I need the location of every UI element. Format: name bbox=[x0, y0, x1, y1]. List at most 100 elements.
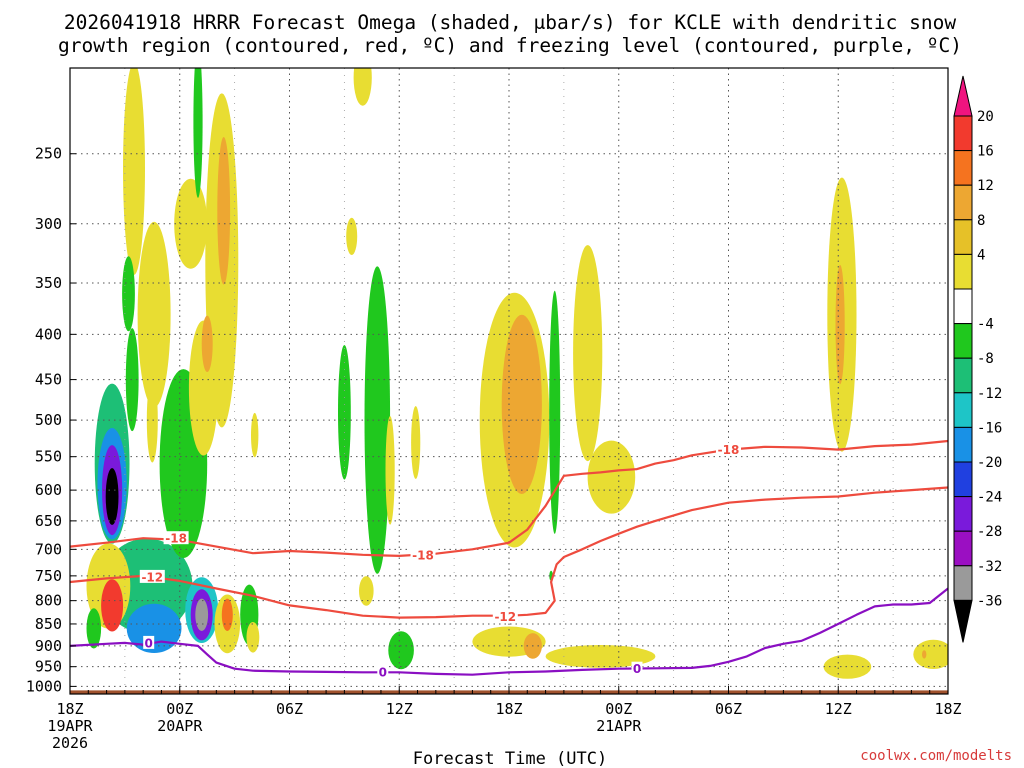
omega-shading bbox=[86, 68, 948, 679]
omega-cell-50 bbox=[922, 650, 927, 659]
colorbar-label-7: -12 bbox=[977, 386, 1002, 402]
contour-label-bg-7 bbox=[631, 661, 643, 675]
colorbar-swatch-10 bbox=[953, 426, 973, 463]
colorbar-label-8: -16 bbox=[977, 420, 1002, 436]
colorbar-swatch-9 bbox=[953, 392, 973, 428]
omega-cell-48 bbox=[823, 654, 872, 679]
contour-line-2 bbox=[70, 587, 948, 676]
omega-cell-0 bbox=[105, 468, 119, 525]
colorbar-label-5: -4 bbox=[977, 317, 994, 333]
colorbar-label-12: -32 bbox=[977, 559, 1002, 575]
omega-cell-6 bbox=[126, 603, 182, 654]
x-tick-label-7-0: 12Z bbox=[825, 700, 852, 718]
y-tick-label-350: 350 bbox=[35, 274, 62, 292]
contour-label-bg-6 bbox=[377, 664, 389, 678]
omega-cell-14 bbox=[101, 579, 124, 632]
x-tick-label-8-0: 18Z bbox=[934, 700, 961, 718]
contour-label-4: -12 bbox=[494, 610, 516, 624]
x-tick-label-0-0: 18Z bbox=[56, 700, 83, 718]
contour-lines: -18 -18 -18 -12 -12 0 0 0 bbox=[70, 439, 948, 679]
colorbar-swatch-2 bbox=[953, 150, 973, 186]
y-tick-label-650: 650 bbox=[35, 512, 62, 530]
x-tick-label-1-1: 20APR bbox=[157, 717, 203, 735]
colorbar-label-6: -8 bbox=[977, 351, 994, 367]
contour-label-bg-0 bbox=[163, 531, 189, 545]
y-tick-label-800: 800 bbox=[35, 592, 62, 610]
omega-cell-7 bbox=[195, 598, 209, 631]
credit-link[interactable]: coolwx.com/modelts bbox=[860, 748, 1012, 764]
y-tick-label-400: 400 bbox=[35, 325, 62, 343]
omega-cell-13 bbox=[193, 68, 203, 198]
colorbar-label-0: 20 bbox=[977, 109, 994, 125]
contour-label-bg-4 bbox=[492, 609, 518, 623]
omega-cell-11 bbox=[125, 328, 139, 432]
y-tick-label-500: 500 bbox=[35, 411, 62, 429]
y-tick-label-450: 450 bbox=[35, 371, 62, 389]
omega-cell-31 bbox=[353, 68, 372, 106]
colorbar-swatch-5 bbox=[953, 253, 973, 290]
y-tick-label-950: 950 bbox=[35, 658, 62, 676]
omega-cell-33 bbox=[359, 576, 374, 606]
colorbar-swatch-13 bbox=[953, 530, 973, 567]
omega-cell-40 bbox=[573, 245, 603, 462]
x-tick-label-0-1: 19APR bbox=[47, 717, 93, 735]
colorbar-label-4: 4 bbox=[977, 247, 985, 263]
y-tick-label-750: 750 bbox=[35, 567, 62, 585]
omega-cell-23 bbox=[137, 221, 171, 408]
y-tick-label-700: 700 bbox=[35, 540, 62, 558]
x-tick-label-4-0: 18Z bbox=[495, 700, 522, 718]
y-tick-label-600: 600 bbox=[35, 481, 62, 499]
contour-label-bg-3 bbox=[139, 569, 165, 583]
omega-cell-16 bbox=[221, 598, 233, 631]
colorbar-swatch-7 bbox=[953, 323, 973, 359]
colorbar-label-13: -36 bbox=[977, 593, 1002, 609]
x-tick-label-0-2: 2026 bbox=[52, 734, 88, 752]
omega-cell-35 bbox=[411, 406, 421, 479]
omega-cell-12 bbox=[122, 256, 135, 332]
colorbar-swatch-3 bbox=[953, 184, 973, 221]
contour-line-0 bbox=[70, 439, 948, 557]
plot-area: -18 -18 -18 -12 -12 0 0 0 bbox=[69, 67, 949, 695]
contour-label-6: 0 bbox=[379, 665, 387, 679]
omega-cell-27 bbox=[246, 622, 260, 653]
y-tick-label-300: 300 bbox=[35, 215, 62, 233]
x-tick-label-3-0: 12Z bbox=[386, 700, 413, 718]
colorbar-bottom-arrow bbox=[953, 599, 973, 643]
contour-label-bg-2 bbox=[716, 442, 741, 456]
omega-cell-36 bbox=[388, 631, 414, 670]
omega-cell-44 bbox=[545, 645, 656, 668]
colorbar-label-1: 16 bbox=[977, 144, 994, 160]
omega-cell-30 bbox=[364, 266, 391, 574]
contour-label-3: -12 bbox=[141, 570, 163, 584]
grid-lines bbox=[70, 68, 948, 694]
y-axis: 250 300 350 400 450 500 550 600 650 700 750 800 850 9… bbox=[26, 145, 76, 695]
colorbar-top-arrow bbox=[953, 75, 973, 117]
contour-label-7: 0 bbox=[633, 662, 641, 676]
y-tick-label-850: 850 bbox=[35, 615, 62, 633]
x-axis-label: Forecast Time (UTC) bbox=[413, 749, 607, 768]
colorbar-label-3: 8 bbox=[977, 213, 985, 229]
omega-cell-41 bbox=[587, 440, 636, 514]
colorbar-swatch-12 bbox=[953, 496, 973, 532]
omega-cell-22 bbox=[174, 178, 208, 269]
contour-label-bg-1 bbox=[410, 547, 436, 561]
contour-line-1 bbox=[70, 486, 948, 619]
colorbar-label-2: 12 bbox=[977, 178, 994, 194]
colorbar-swatch-6 bbox=[953, 288, 973, 325]
x-tick-label-6-0: 06Z bbox=[715, 700, 742, 718]
y-tick-label-900: 900 bbox=[35, 637, 62, 655]
omega-cell-34 bbox=[385, 416, 395, 525]
omega-cell-49 bbox=[913, 639, 948, 669]
colorbar-swatch-11 bbox=[953, 461, 973, 498]
omega-cell-18 bbox=[217, 137, 231, 285]
x-tick-label-2-0: 06Z bbox=[276, 700, 303, 718]
omega-cell-24 bbox=[123, 68, 145, 275]
colorbar-swatch-1 bbox=[953, 115, 973, 152]
omega-cell-20 bbox=[201, 315, 213, 372]
title-line-2: growth region (contoured, red, ºC) and f… bbox=[58, 34, 962, 57]
omega-cell-32 bbox=[346, 217, 358, 255]
colorbar-label-10: -24 bbox=[977, 490, 1002, 506]
omega-cell-29 bbox=[338, 345, 351, 480]
contour-label-bg-5 bbox=[143, 635, 155, 649]
